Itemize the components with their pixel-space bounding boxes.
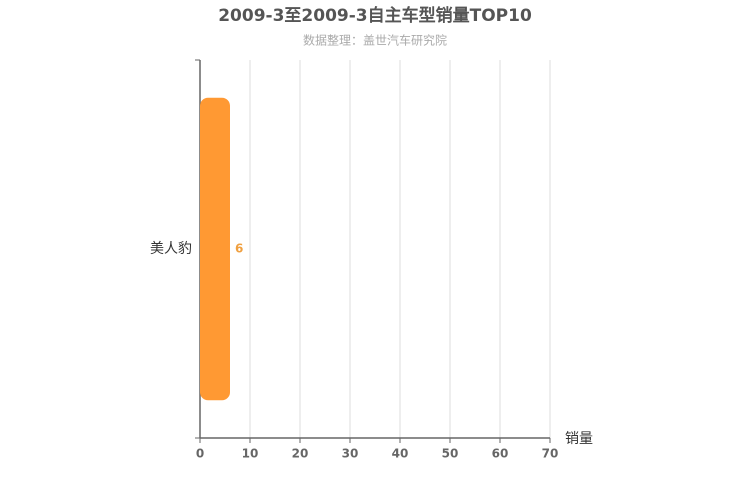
- x-tick-label: 10: [242, 447, 259, 461]
- x-tick-label: 50: [442, 447, 459, 461]
- x-tick-label: 40: [392, 447, 409, 461]
- bar: [200, 97, 230, 401]
- x-tick-label: 0: [196, 447, 204, 461]
- x-tick-label: 60: [492, 447, 509, 461]
- x-axis-label: 销量: [565, 431, 593, 447]
- chart-title: 2009-3至2009-3自主车型销量TOP10: [218, 5, 532, 26]
- x-tick-label: 20: [292, 447, 309, 461]
- chart-subtitle: 数据整理：盖世汽车研究院: [303, 33, 447, 48]
- y-tick-label: 美人豹: [150, 241, 192, 257]
- x-tick-label: 30: [342, 447, 359, 461]
- x-tick-label: 70: [542, 447, 559, 461]
- data-label: 6: [235, 242, 243, 256]
